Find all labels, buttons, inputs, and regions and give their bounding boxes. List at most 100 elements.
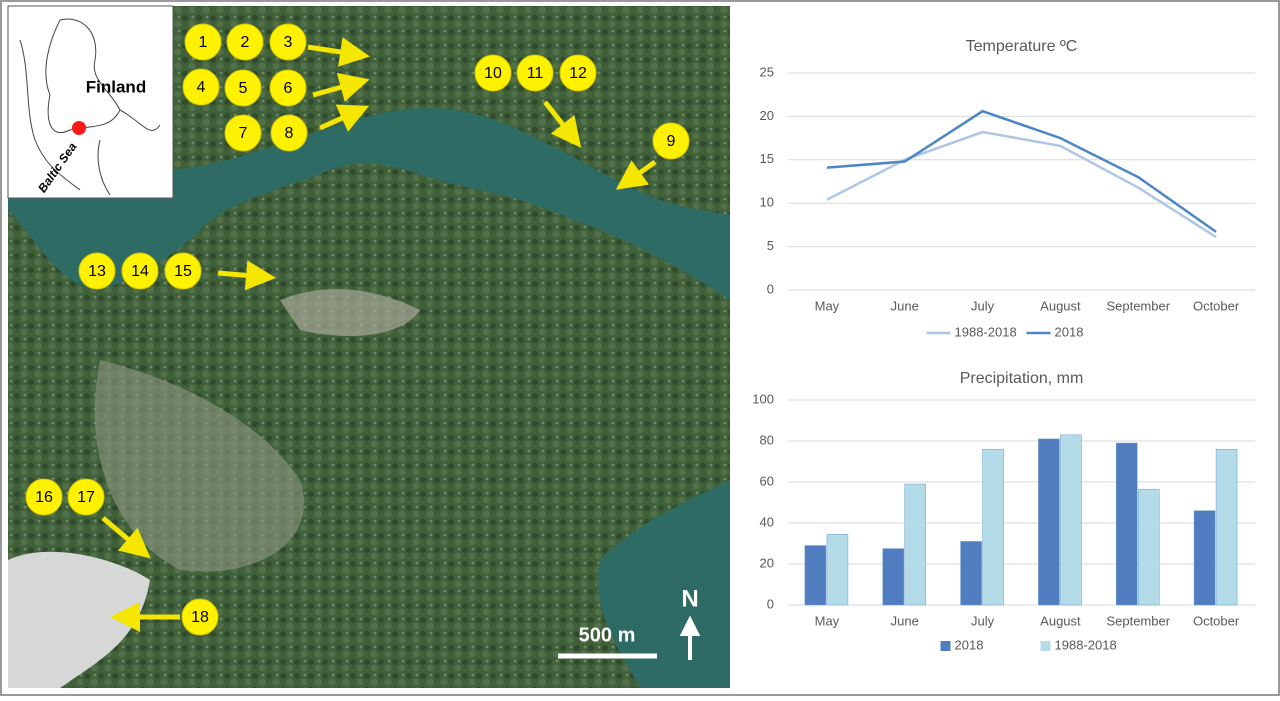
marker-circle (164, 252, 202, 290)
marker-label: 17 (77, 489, 95, 506)
marker-label: 10 (484, 65, 502, 82)
arrow (217, 260, 276, 291)
marker-label: 16 (35, 489, 53, 506)
chart-title: Temperature ºC (966, 38, 1078, 55)
inset-country: Finland (86, 77, 146, 96)
bar (1038, 438, 1060, 606)
marker-label: 15 (174, 263, 192, 280)
map-town (280, 289, 420, 336)
legend-label: 1988-2018 (1055, 637, 1117, 652)
y-tick-label: 20 (760, 108, 774, 123)
x-tick-label: September (1106, 613, 1170, 628)
y-tick-label: 40 (760, 514, 774, 529)
bar (1193, 510, 1216, 606)
chart-title: Precipitation, mm (960, 370, 1084, 387)
x-tick-label: May (815, 298, 840, 313)
marker-circle (25, 478, 63, 516)
marker-circle (78, 252, 116, 290)
chart: Precipitation, mm 0 20 40 60 80 100 May June July… (752, 370, 1255, 652)
x-tick-label: August (1040, 298, 1081, 313)
marker-label: 7 (239, 125, 248, 142)
marker-label: 4 (197, 79, 206, 96)
marker-label: 6 (284, 80, 293, 97)
marker-label: 11 (527, 65, 544, 82)
marker-circle (474, 54, 512, 92)
y-tick-label: 10 (760, 195, 774, 210)
arrow (615, 159, 657, 190)
y-tick-label: 60 (760, 473, 774, 488)
x-tick-label: July (971, 298, 995, 313)
marker-label: 8 (285, 125, 294, 142)
location-dot (72, 121, 86, 135)
marker-label: 1 (199, 34, 208, 51)
bar (1215, 448, 1238, 606)
y-tick-label: 20 (760, 555, 774, 570)
bar (904, 483, 926, 606)
marker-circle (182, 68, 220, 106)
marker-label: 18 (191, 609, 209, 626)
line (826, 109, 1217, 233)
legend-label: 2018 (955, 637, 984, 652)
arrows (101, 37, 657, 632)
x-tick-label: June (891, 613, 919, 628)
y-tick-label: 100 (752, 391, 774, 406)
marker-circle (121, 252, 159, 290)
marker-circle (67, 478, 105, 516)
marker-circle (226, 23, 264, 61)
marker-circle (516, 54, 554, 92)
scale-label: 500 m (579, 624, 636, 646)
y-tick-label: 5 (767, 238, 774, 253)
marker-label: 13 (88, 263, 106, 280)
marker-circle (270, 114, 308, 152)
chart: Temperature ºC 0 5 10 15 20 25 May June July Augus… (760, 38, 1255, 339)
marker-circle (559, 54, 597, 92)
marker-circle (181, 598, 219, 636)
marker-label: 2 (241, 34, 250, 51)
inset-map (7, 5, 174, 199)
marker-circle (269, 69, 307, 107)
marker-label: 5 (239, 80, 248, 97)
marker-circle (652, 122, 690, 160)
x-tick-label: October (1193, 298, 1240, 313)
y-tick-label: 80 (760, 432, 774, 447)
bar (960, 541, 982, 606)
marker-circle (224, 114, 262, 152)
bar (882, 548, 904, 606)
x-tick-label: June (891, 298, 919, 313)
arrow (101, 516, 151, 559)
legend-label: 1988-2018 (955, 324, 1017, 339)
map-town (94, 360, 304, 572)
arrow (307, 37, 370, 67)
marker-circle (224, 69, 262, 107)
bar (826, 534, 849, 606)
north-arrow (679, 615, 701, 660)
x-tick-label: September (1106, 298, 1170, 313)
x-tick-label: July (971, 613, 995, 628)
y-tick-label: 15 (760, 151, 774, 166)
legend-swatch (940, 641, 951, 651)
inset-outline (19, 18, 161, 196)
arrow (318, 104, 370, 132)
arrow (543, 100, 582, 148)
y-tick-label: 0 (767, 596, 774, 611)
x-tick-label: August (1040, 613, 1081, 628)
north-label: N (681, 585, 698, 612)
bar (1138, 488, 1160, 606)
marker-label: 9 (667, 133, 676, 150)
marker-circle (184, 23, 222, 61)
arrow (312, 72, 370, 102)
marker-label: 3 (284, 34, 293, 51)
y-tick-label: 0 (767, 281, 774, 296)
legend-swatch (1040, 641, 1051, 651)
x-tick-label: October (1193, 613, 1240, 628)
y-tick-label: 25 (760, 64, 774, 79)
marker-circle (269, 23, 307, 61)
marker-label: 14 (131, 263, 149, 280)
bar (1060, 434, 1082, 606)
map-water (8, 108, 730, 300)
x-tick-label: May (815, 613, 840, 628)
